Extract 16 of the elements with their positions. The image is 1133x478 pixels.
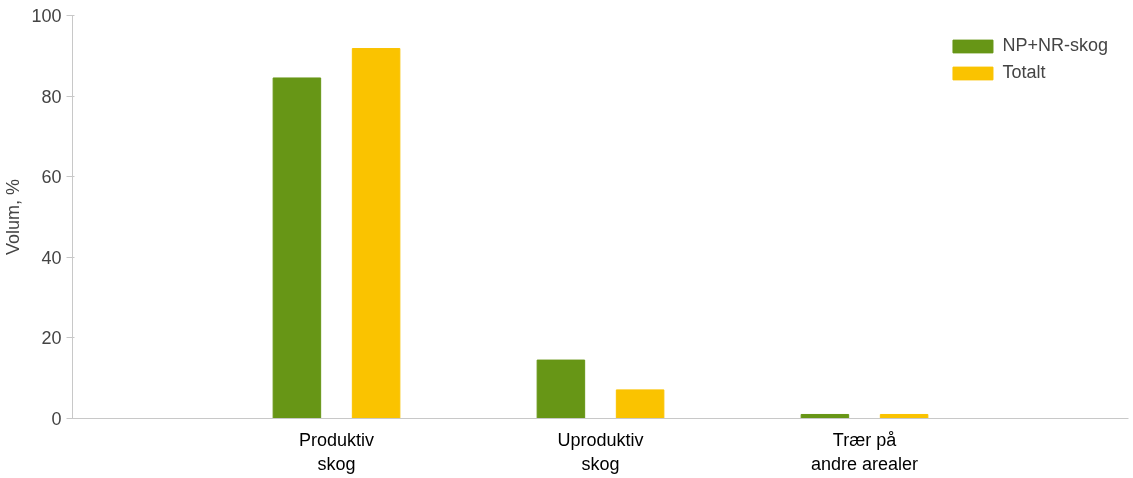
y-tick-label: 0 <box>51 409 62 429</box>
x-tick-label: Trær på andre arealer <box>810 429 919 474</box>
bar <box>536 359 586 419</box>
bar <box>272 77 322 419</box>
y-tick-label: 60 <box>41 167 62 188</box>
x-tick-label: Produktiv skog <box>298 429 375 474</box>
x-tick-label: Uproduktiv skog <box>557 429 644 474</box>
bar <box>615 389 665 419</box>
legend-label: NP+NR-skog <box>1002 35 1108 56</box>
y-tick-label: 40 <box>41 247 62 268</box>
legend-label: Totalt <box>1002 62 1046 83</box>
y-tick-label: 20 <box>41 328 62 349</box>
y-tick-label: 80 <box>41 86 62 107</box>
bar <box>351 48 401 419</box>
y-axis-title: Volum, % <box>3 178 24 256</box>
y-tick-label: 100 <box>31 6 62 26</box>
